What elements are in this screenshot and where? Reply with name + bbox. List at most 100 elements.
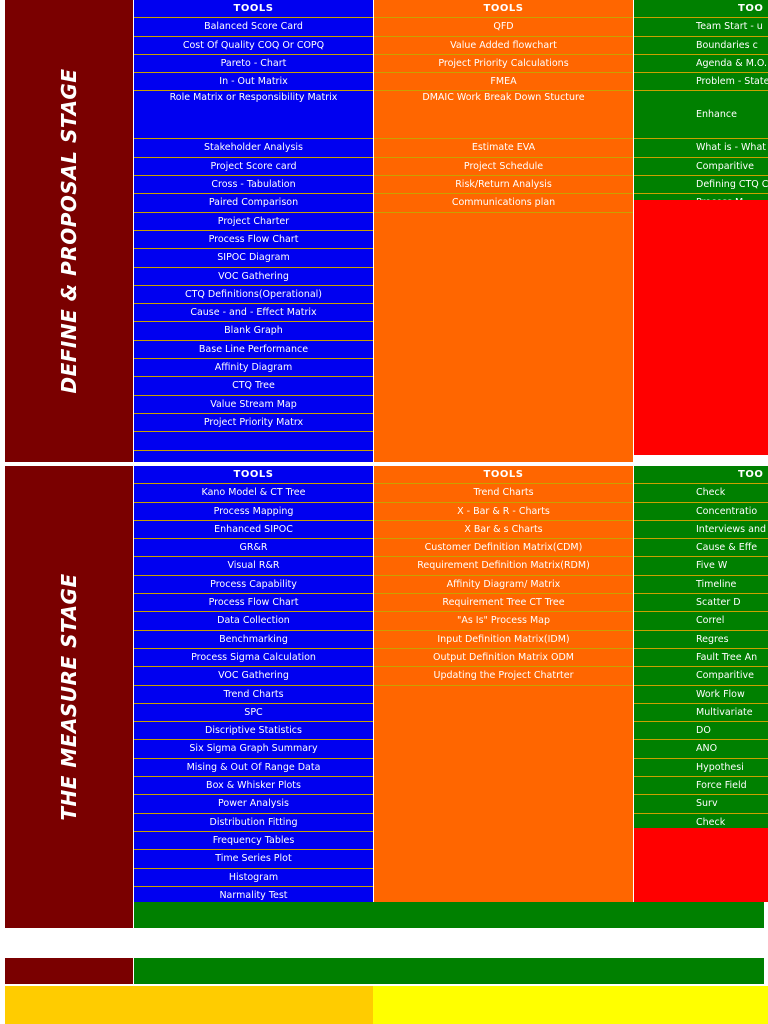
- measure-col3-cell: Regres: [634, 631, 768, 649]
- measure-col3-cell: Comparitive: [634, 667, 768, 686]
- define-col1-cell: Project Score card: [134, 158, 373, 177]
- measure-col1-cell: Frequency Tables: [134, 832, 373, 851]
- define-col1-cell: Paired Comparison: [134, 194, 373, 213]
- define-col2-cell: Communications plan: [374, 194, 633, 213]
- measure-col1-cell: Six Sigma Graph Summary: [134, 740, 373, 759]
- measure-col3-cell: Force Field: [634, 777, 768, 796]
- measure-col2-cell: Requirement Definition Matrix(RDM): [374, 557, 633, 576]
- define-stage-section: DEFINE & PROPOSAL STAGE TOOLS Balanced Sc…: [0, 0, 768, 462]
- measure-col1-cell: Process Mapping: [134, 503, 373, 521]
- define-col2-header: TOOLS: [374, 0, 633, 19]
- measure-col3-cell: Multivariate: [634, 704, 768, 723]
- define-col2-cell: Estimate EVA: [374, 139, 633, 158]
- measure-tools-column-2: TOOLS Trend Charts X - Bar & R - Charts X B…: [374, 466, 633, 902]
- define-col3-cell: Agenda & M.O.: [634, 55, 768, 74]
- define-col1-cell: Stakeholder Analysis: [134, 139, 373, 158]
- measure-col2-cell: Requirement Tree CT Tree: [374, 594, 633, 613]
- define-stage-label-panel: DEFINE & PROPOSAL STAGE: [5, 0, 133, 462]
- define-col1-cell: Role Matrix or Responsibility Matrix: [134, 91, 373, 140]
- define-col2-cell: Project Schedule: [374, 158, 633, 177]
- measure-col1-cell: Trend Charts: [134, 686, 373, 704]
- measure-col1-cell: Process Capability: [134, 576, 373, 595]
- define-col1-header: TOOLS: [134, 0, 373, 19]
- define-col1-cell: Base Line Performance: [134, 341, 373, 360]
- measure-col3-cell: Correl: [634, 612, 768, 631]
- define-col2-cell: FMEA: [374, 73, 633, 92]
- define-col1-cell: In - Out Matrix: [134, 73, 373, 92]
- measure-stage-title: THE MEASURE STAGE: [57, 573, 81, 821]
- measure-col1-cell: Kano Model & CT Tree: [134, 484, 373, 503]
- measure-col3-cell: Surv: [634, 795, 768, 814]
- define-col1-cell: Value Stream Map: [134, 396, 373, 414]
- measure-stage-section: THE MEASURE STAGE TOOLS Kano Model & CT T…: [0, 466, 768, 928]
- measure-col2-cell: Output Definition Matrix ODM: [374, 649, 633, 668]
- define-col2-cell: DMAIC Work Break Down Stucture: [374, 91, 633, 140]
- define-col1-cell: Balanced Score Card: [134, 18, 373, 37]
- footer-yellow-block: [373, 986, 768, 1024]
- define-col1-cell: SIPOC Diagram: [134, 249, 373, 268]
- define-col1-cell: Pareto - Chart: [134, 55, 373, 74]
- define-col2-cell: Value Added flowchart: [374, 37, 633, 55]
- measure-col2-cell: Trend Charts: [374, 484, 633, 503]
- measure-col3-cell: Scatter D: [634, 594, 768, 613]
- define-col1-cell: Cost Of Quality COQ Or COPQ: [134, 37, 373, 55]
- define-stage-title: DEFINE & PROPOSAL STAGE: [57, 68, 81, 394]
- stage-divider: [0, 462, 768, 466]
- define-col1-cell: [134, 451, 373, 462]
- define-col1-cell: VOC Gathering: [134, 268, 373, 286]
- measure-col2-cell: Customer Definition Matrix(CDM): [374, 539, 633, 558]
- define-col1-cell: Cross - Tabulation: [134, 176, 373, 195]
- measure-col2-header: TOOLS: [374, 466, 633, 485]
- measure-col2-cell: Input Definition Matrix(IDM): [374, 631, 633, 649]
- define-col1-cell: Cause - and - Effect Matrix: [134, 304, 373, 323]
- define-col3-cell: Team Start - u: [634, 18, 768, 37]
- measure-col2-cell: Updating the Project Chatrter: [374, 667, 633, 686]
- measure-col1-cell: Distribution Fitting: [134, 814, 373, 832]
- next-stage-label-block: [5, 958, 133, 984]
- measure-col1-cell: Benchmarking: [134, 631, 373, 649]
- measure-col3-cell: Five W: [634, 557, 768, 576]
- measure-green-footer-bar: [134, 902, 764, 928]
- measure-col3-cell: Work Flow: [634, 686, 768, 704]
- measure-col1-cell: Process Flow Chart: [134, 594, 373, 613]
- define-col1-cell: CTQ Definitions(Operational): [134, 286, 373, 305]
- measure-col3-cell: Cause & Effe: [634, 539, 768, 558]
- define-tools-column-3: TOO Team Start - u Boundaries c Agenda & M.…: [634, 0, 768, 213]
- measure-col3-cell: Check: [634, 484, 768, 503]
- measure-col1-cell: Time Series Plot: [134, 850, 373, 869]
- measure-stage-label-panel: THE MEASURE STAGE: [5, 466, 133, 928]
- define-empty-red-block: [634, 200, 768, 455]
- measure-col1-cell: VOC Gathering: [134, 667, 373, 686]
- measure-col1-header: TOOLS: [134, 466, 373, 485]
- measure-col2-cell: X Bar & s Charts: [374, 521, 633, 540]
- measure-col3-cell: Hypothesi: [634, 759, 768, 778]
- measure-col2-cell: Affinity Diagram/ Matrix: [374, 576, 633, 595]
- define-col1-cell: Blank Graph: [134, 322, 373, 341]
- define-col1-cell: Process Flow Chart: [134, 231, 373, 250]
- define-col3-cell: Defining CTQ C: [634, 176, 768, 195]
- define-tools-column-2: TOOLS QFD Value Added flowchart Project Pri…: [374, 0, 633, 462]
- define-col2-cell: QFD: [374, 18, 633, 37]
- measure-col1-cell: Discriptive Statistics: [134, 722, 373, 741]
- measure-col1-cell: Box & Whisker Plots: [134, 777, 373, 796]
- measure-col3-header: TOO: [634, 466, 768, 485]
- measure-col1-cell: Process Sigma Calculation: [134, 649, 373, 668]
- measure-col1-cell: Visual R&R: [134, 557, 373, 576]
- measure-tools-column-1: TOOLS Kano Model & CT Tree Process Mapping…: [134, 466, 373, 906]
- measure-col3-cell: ANO: [634, 740, 768, 759]
- measure-col3-cell: DO: [634, 722, 768, 741]
- define-tools-column-1: TOOLS Balanced Score Card Cost Of Quality …: [134, 0, 373, 462]
- define-col1-cell: [134, 432, 373, 451]
- measure-col1-cell: SPC: [134, 704, 373, 723]
- footer-gold-block: [5, 986, 373, 1024]
- define-col3-cell: Comparitive: [634, 158, 768, 177]
- measure-col1-cell: Power Analysis: [134, 795, 373, 814]
- measure-col1-cell: Data Collection: [134, 612, 373, 631]
- define-col1-cell: Project Priority Matrx: [134, 414, 373, 433]
- measure-col3-cell: Interviews and: [634, 521, 768, 540]
- measure-col3-cell: Fault Tree An: [634, 649, 768, 668]
- define-col3-cell: Problem - Statem: [634, 73, 768, 92]
- define-col3-header: TOO: [634, 0, 768, 19]
- measure-col3-cell: Concentratio: [634, 503, 768, 521]
- measure-col2-cell: "As Is" Process Map: [374, 612, 633, 631]
